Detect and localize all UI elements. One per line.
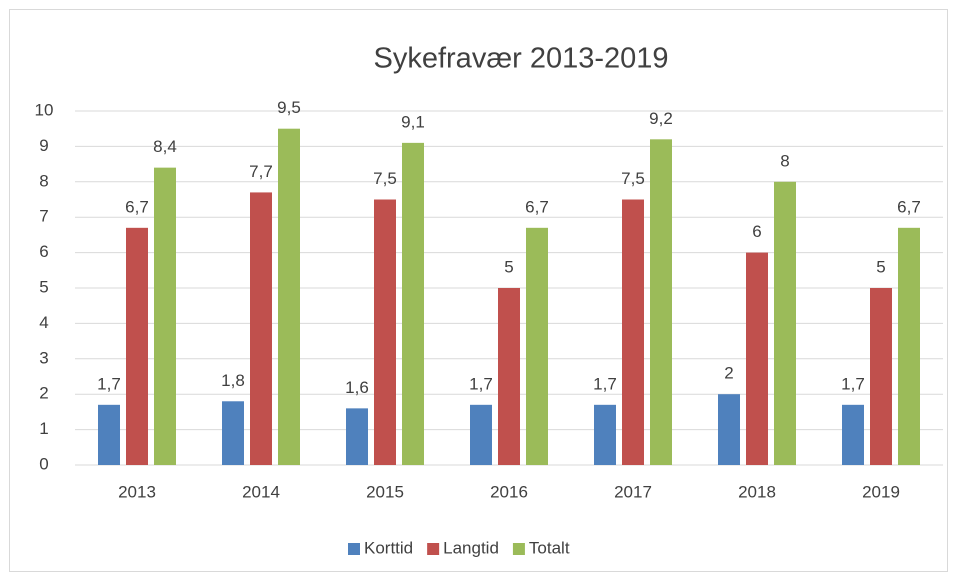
data-label: 9,5 (277, 98, 301, 117)
data-label: 9,2 (649, 109, 673, 128)
bar (774, 181, 796, 466)
bar (154, 167, 176, 465)
data-label: 6,7 (897, 197, 921, 216)
data-label: 1,6 (345, 378, 369, 397)
bar (622, 199, 644, 465)
legend-label: Langtid (443, 538, 499, 557)
y-tick-label: 10 (35, 100, 54, 119)
bar (374, 199, 396, 465)
bar (898, 227, 920, 465)
x-tick-label: 2019 (862, 482, 900, 501)
y-tick-label: 0 (39, 454, 48, 473)
data-label: 1,7 (841, 374, 865, 393)
data-label: 1,8 (221, 371, 245, 390)
data-label: 1,7 (469, 374, 493, 393)
bar (278, 128, 300, 465)
data-label: 6 (752, 222, 761, 241)
data-label: 8 (780, 151, 789, 170)
x-tick-label: 2016 (490, 482, 528, 501)
data-label: 1,7 (97, 374, 121, 393)
legend-label: Totalt (529, 538, 570, 557)
data-label: 5 (504, 257, 513, 276)
bar (126, 227, 148, 465)
y-tick-label: 8 (39, 171, 48, 190)
x-tick-label: 2014 (242, 482, 280, 501)
bar (842, 404, 864, 465)
y-tick-label: 9 (39, 136, 48, 155)
bar (222, 401, 244, 465)
data-label: 5 (876, 257, 885, 276)
x-tick-label: 2018 (738, 482, 776, 501)
bar (746, 252, 768, 465)
data-label: 8,4 (153, 137, 177, 156)
data-label: 6,7 (125, 197, 149, 216)
y-tick-label: 7 (39, 207, 48, 226)
legend-swatch (348, 543, 360, 555)
data-label: 9,1 (401, 112, 425, 131)
bar (98, 404, 120, 465)
bar (402, 142, 424, 466)
bar (650, 139, 672, 465)
y-tick-label: 6 (39, 242, 48, 261)
y-tick-label: 2 (39, 384, 48, 403)
data-label: 2 (724, 364, 733, 383)
bar (346, 408, 368, 465)
bar (870, 288, 892, 465)
data-label: 6,7 (525, 197, 549, 216)
data-label: 1,7 (593, 374, 617, 393)
y-tick-label: 4 (39, 313, 48, 332)
legend-swatch (427, 543, 440, 555)
bar (718, 394, 740, 465)
bar (250, 192, 272, 466)
bar (470, 404, 492, 465)
data-label: 7,5 (621, 169, 645, 188)
bar (594, 404, 616, 465)
legend-swatch (512, 543, 525, 555)
x-tick-label: 2017 (614, 482, 652, 501)
legend-label: Korttid (364, 538, 413, 557)
x-tick-label: 2013 (118, 482, 156, 501)
y-tick-label: 1 (39, 419, 48, 438)
y-tick-label: 5 (39, 277, 48, 296)
chart-title: Sykefravær 2013-2019 (374, 43, 669, 75)
x-tick-label: 2015 (366, 482, 404, 501)
data-label: 7,7 (249, 162, 273, 181)
data-label: 7,5 (373, 169, 397, 188)
bar (498, 288, 520, 465)
bar (526, 227, 548, 465)
y-tick-label: 3 (39, 348, 48, 367)
